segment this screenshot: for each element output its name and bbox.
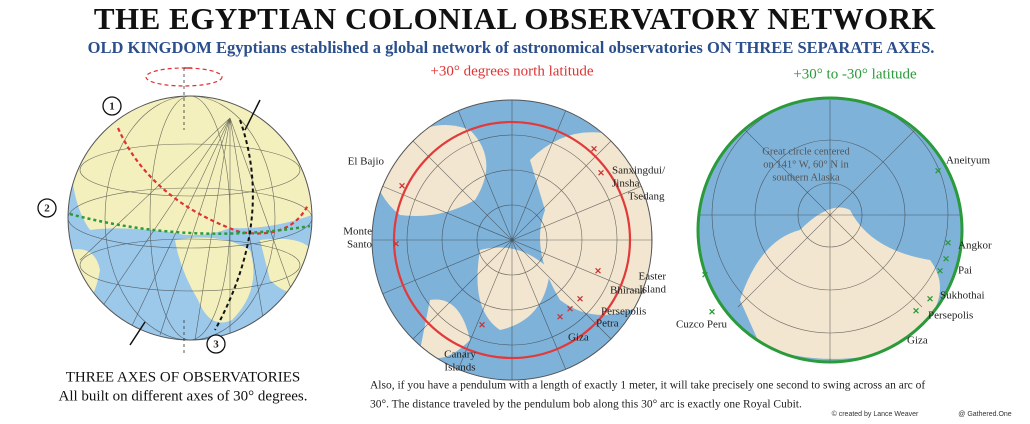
site-marker: ✕	[701, 270, 709, 280]
site-marker: ✕	[944, 238, 952, 248]
note: 30°. The distance traveled by the pendul…	[370, 399, 802, 411]
site-label: Aneityum	[946, 155, 990, 167]
map-heading: +30° degrees north latitude	[430, 63, 594, 79]
site-label: Giza	[568, 332, 589, 344]
globe: 1 2 3	[37, 67, 313, 356]
site-label: Angkor	[958, 240, 992, 252]
site-label: Sanxingdui/	[612, 165, 666, 177]
map-heading: +30° to -30° latitude	[793, 66, 917, 82]
site-label: Monte	[343, 226, 372, 238]
site-label: Sukhothai	[940, 290, 985, 302]
site-marker: ✕	[942, 254, 950, 264]
site-label: Pai	[958, 265, 972, 277]
site-label: Bhirana	[610, 285, 645, 297]
annotation: Great circle centered	[762, 146, 850, 157]
site-marker: ✕	[556, 312, 564, 322]
great-circle-map	[696, 96, 964, 364]
caption: All built on different axes of 30° degre…	[59, 388, 308, 404]
annotation: southern Alaska	[772, 172, 840, 183]
site-label: El Bajio	[348, 156, 385, 168]
caption: THREE AXES OF OBSERVATORIES	[66, 369, 301, 385]
marker-label: 3	[213, 339, 219, 351]
site-label: Tsedang	[628, 191, 665, 203]
marker-label: 1	[109, 101, 115, 113]
site-label: Persepolis	[601, 306, 646, 318]
north-map	[371, 99, 653, 381]
site-label: Canary	[444, 349, 476, 361]
site-marker: ✕	[594, 266, 602, 276]
subtitle: OLD KINGDOM Egyptians established a glob…	[88, 38, 935, 57]
site-marker: ✕	[597, 168, 605, 178]
site-marker: ✕	[392, 239, 400, 249]
marker-label: 2	[44, 203, 50, 215]
site-label: Island	[639, 284, 666, 296]
site-marker: ✕	[708, 307, 716, 317]
site-label: Jinsha	[612, 178, 640, 190]
annotation: on 141° W, 60° N in	[763, 159, 849, 170]
title: THE EGYPTIAN COLONIAL OBSERVATORY NETWOR…	[94, 1, 936, 36]
site-marker: ✕	[566, 304, 574, 314]
credit: @ Gathered.One	[958, 411, 1012, 418]
credit: © created by Lance Weaver	[832, 410, 919, 418]
site-marker: ✕	[590, 144, 598, 154]
site-label: Petra	[596, 318, 619, 330]
site-marker: ✕	[912, 306, 920, 316]
site-marker: ✕	[934, 166, 942, 176]
site-marker: ✕	[936, 266, 944, 276]
site-marker: ✕	[478, 320, 486, 330]
site-label: Islands	[444, 362, 475, 374]
site-label: Giza	[907, 335, 928, 347]
note: Also, if you have a pendulum with a leng…	[370, 380, 925, 392]
site-marker: ✕	[398, 181, 406, 191]
site-label: Persepolis	[928, 310, 973, 322]
site-label: Cuzco Peru	[676, 319, 728, 331]
site-label: Santo	[347, 239, 373, 251]
site-label: Easter	[639, 271, 667, 283]
site-marker: ✕	[576, 294, 584, 304]
site-marker: ✕	[926, 294, 934, 304]
